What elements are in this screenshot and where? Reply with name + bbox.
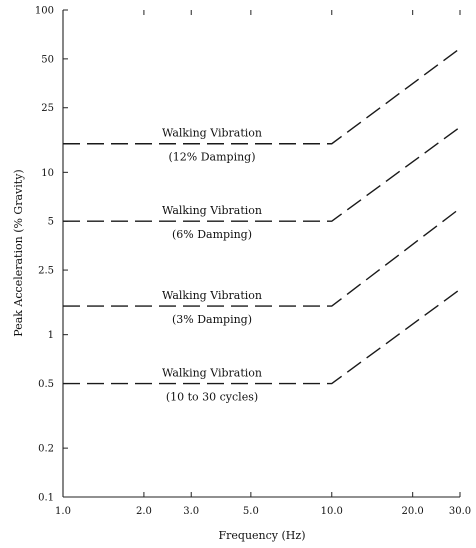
y-tick-label: 0.2: [38, 444, 54, 455]
series-label-subtitle: (12% Damping): [168, 151, 255, 164]
series-line: [63, 126, 461, 222]
series-label-title: Walking Vibration: [162, 367, 262, 380]
series-line: [63, 47, 461, 145]
series-label-title: Walking Vibration: [162, 289, 262, 302]
y-tick-label: 0.5: [38, 379, 54, 390]
series-label-title: Walking Vibration: [162, 204, 262, 217]
series-line: [63, 207, 461, 307]
y-tick-label: 100: [35, 6, 54, 17]
x-tick-label: 10.0: [321, 506, 343, 517]
series-label-subtitle: (3% Damping): [172, 313, 252, 326]
y-tick-label: 50: [41, 54, 54, 65]
y-tick-label: 25: [41, 103, 54, 114]
x-tick-label: 30.0: [449, 506, 471, 517]
y-tick-label: 10: [41, 168, 54, 179]
x-tick-label: 5.0: [243, 506, 259, 517]
x-tick-label: 2.0: [136, 506, 152, 517]
x-tick-label: 20.0: [402, 506, 424, 517]
series-labels: Walking Vibration (12% Damping) Walking Vi…: [162, 127, 262, 404]
series-line: [63, 288, 461, 385]
x-tick-label: 3.0: [183, 506, 199, 517]
x-axis-title: Frequency (Hz): [219, 529, 306, 542]
series-label-subtitle: (6% Damping): [172, 228, 252, 241]
y-tick-label: 5: [48, 217, 54, 228]
x-ticks: 1.0 2.0 3.0 5.0 10.0 20.0 30.0: [55, 10, 471, 517]
y-tick-label: 2.5: [38, 266, 54, 277]
y-ticks: 0.1 0.2 0.5 1 2.5 5 10 25 50 100: [35, 6, 68, 504]
y-axis-title: Peak Acceleration (% Gravity): [12, 169, 25, 336]
series-lines: [63, 47, 461, 385]
x-tick-label: 1.0: [55, 506, 71, 517]
y-tick-label: 1: [48, 330, 54, 341]
series-label-subtitle: (10 to 30 cycles): [166, 391, 258, 404]
series-label-title: Walking Vibration: [162, 127, 262, 140]
y-tick-label: 0.1: [38, 493, 54, 504]
